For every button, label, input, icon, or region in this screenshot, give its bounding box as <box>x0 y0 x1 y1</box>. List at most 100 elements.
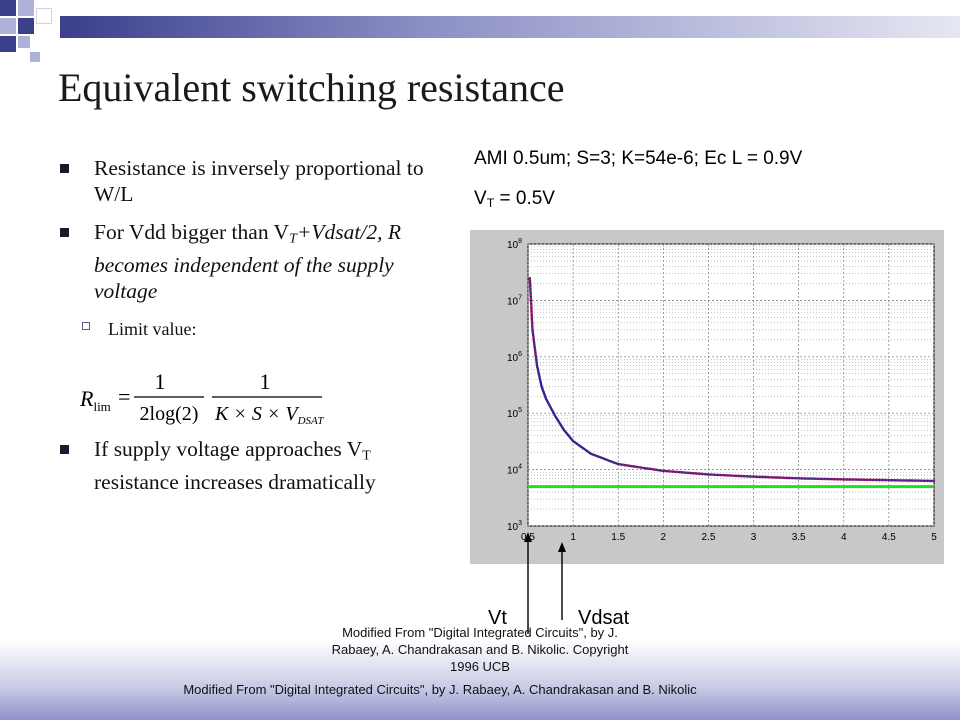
data-point <box>920 479 923 482</box>
data-point <box>684 471 687 474</box>
data-point <box>681 471 684 474</box>
data-point <box>874 478 878 481</box>
x-tick-label: 2 <box>661 532 667 543</box>
data-point <box>845 478 849 481</box>
data-point <box>916 479 919 482</box>
data-point <box>923 479 926 482</box>
x-tick-label: 1 <box>570 532 576 543</box>
data-point <box>630 465 633 468</box>
data-point <box>529 291 532 294</box>
footer-copyright: Modified From "Digital Integrated Circui… <box>183 682 697 697</box>
vt-label: Vt <box>488 607 507 629</box>
data-point <box>839 478 842 481</box>
data-point <box>611 460 614 463</box>
x-tick-label: 4 <box>841 532 847 543</box>
data-point <box>913 479 916 482</box>
data-point <box>601 457 604 460</box>
data-point <box>807 477 810 480</box>
data-point <box>713 473 716 476</box>
data-point <box>532 339 535 342</box>
x-tick-label: 3 <box>751 532 757 543</box>
data-point <box>926 479 929 482</box>
bullet-text: For Vdd bigger than VT+Vdsat/2, R become… <box>94 220 401 304</box>
data-point <box>797 477 800 480</box>
data-point <box>816 477 820 480</box>
data-point <box>609 460 612 463</box>
data-point <box>592 453 595 456</box>
data-point <box>810 477 813 480</box>
data-point <box>697 472 700 475</box>
data-point <box>833 478 836 481</box>
data-point <box>733 474 736 477</box>
square-bullet-icon <box>60 228 69 237</box>
data-point <box>655 468 658 471</box>
data-point <box>535 361 538 365</box>
square-bullet-icon <box>60 164 69 173</box>
resistance-vs-vdd-chart: 1031041051061071080.511.522.533.544.55 <box>507 238 937 543</box>
data-point <box>671 470 675 473</box>
data-point <box>842 478 845 481</box>
data-point <box>533 341 536 344</box>
data-point <box>775 476 778 479</box>
data-point <box>710 473 713 476</box>
bullet-item: Resistance is inversely proportional to … <box>60 155 460 207</box>
data-point <box>691 472 694 475</box>
data-point <box>932 479 936 482</box>
data-point <box>752 475 755 478</box>
data-point <box>665 470 668 473</box>
data-point <box>530 306 533 309</box>
data-point <box>620 463 623 466</box>
data-point <box>794 477 797 480</box>
data-point <box>623 464 626 467</box>
data-point <box>534 354 537 357</box>
bullet-item: For Vdd bigger than VT+Vdsat/2, R become… <box>60 219 460 304</box>
data-point <box>742 475 745 478</box>
data-point <box>599 456 602 459</box>
y-tick-label: 106 <box>507 351 522 364</box>
data-point <box>642 466 646 470</box>
data-point <box>530 310 533 313</box>
x-tick-label: 1.5 <box>611 532 625 543</box>
data-point <box>736 474 739 477</box>
data-point <box>862 478 865 481</box>
data-point <box>597 455 600 458</box>
bullet-list: Resistance is inversely proportional to … <box>60 155 460 360</box>
data-point <box>688 471 691 474</box>
data-point <box>626 464 629 467</box>
data-point <box>746 475 749 478</box>
data-point <box>868 478 871 481</box>
data-point <box>755 475 758 478</box>
square-bullet-icon <box>60 445 69 454</box>
footer-copyright-small: Modified From "Digital Integrated Circui… <box>331 625 629 674</box>
data-point <box>603 457 606 461</box>
data-point <box>534 351 537 354</box>
data-point <box>903 479 907 482</box>
data-point <box>639 466 642 469</box>
data-point <box>668 470 671 473</box>
data-point <box>595 455 599 458</box>
vdsat-arrow-head <box>558 542 566 552</box>
data-point <box>758 475 762 478</box>
data-point <box>768 476 771 479</box>
data-point <box>765 476 768 479</box>
data-point <box>717 473 720 476</box>
data-point <box>855 478 858 481</box>
sub-bullet-item: Limit value: <box>60 316 460 342</box>
data-point <box>607 459 610 462</box>
data-point <box>729 474 733 477</box>
data-point <box>723 474 726 477</box>
data-point <box>662 469 665 472</box>
data-point <box>700 472 704 475</box>
data-point <box>533 344 536 347</box>
data-point <box>529 295 532 298</box>
data-point <box>823 477 826 480</box>
hollow-square-bullet-icon <box>82 322 90 331</box>
rlim-formula: Rlim = 1 2log(2) 1 K × S × VDSAT <box>79 364 360 441</box>
x-tick-label: 5 <box>931 532 937 543</box>
data-point <box>720 474 723 477</box>
slide-title: Equivalent switching resistance <box>58 65 565 110</box>
y-tick-label: 107 <box>507 294 522 307</box>
data-point <box>529 288 532 291</box>
data-point <box>605 458 608 461</box>
data-point <box>849 478 852 481</box>
